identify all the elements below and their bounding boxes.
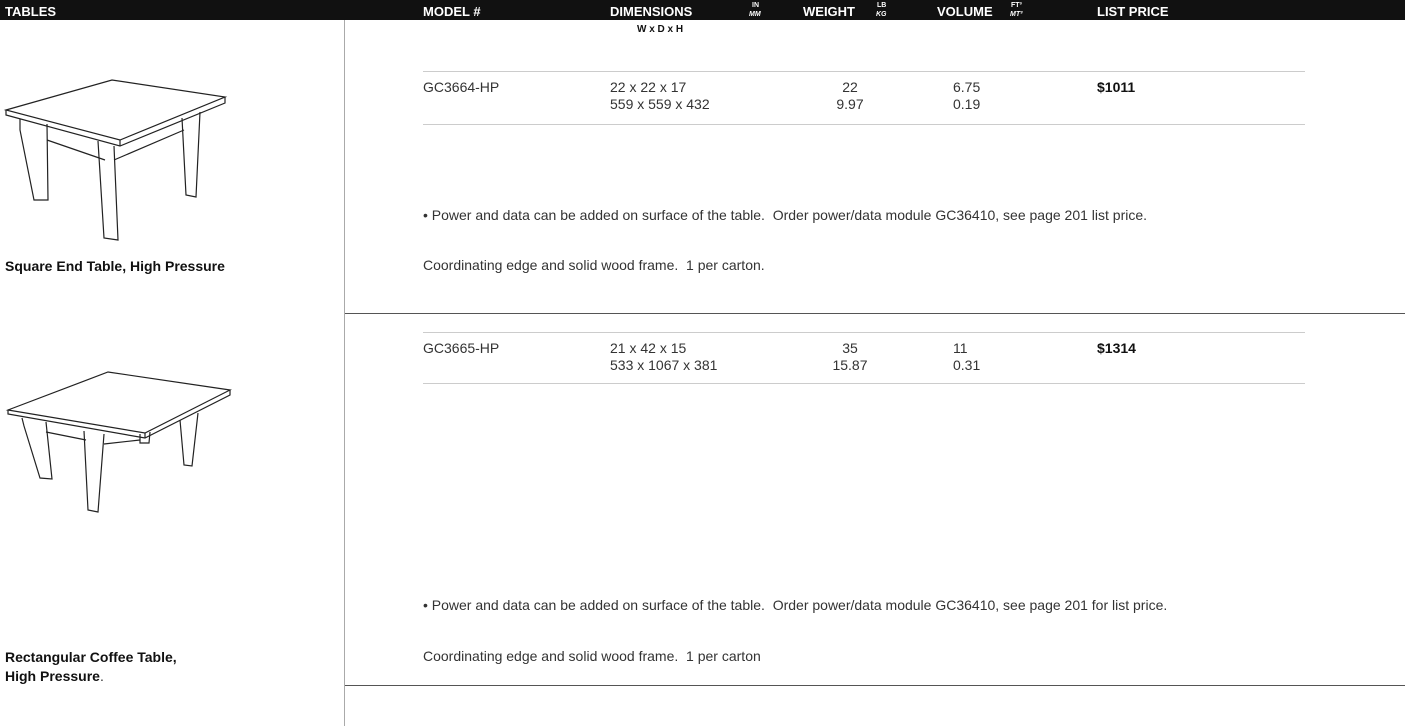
volume-mt: 0.19 xyxy=(953,96,981,112)
product-name: High Pressure xyxy=(5,668,100,684)
rectangular-table-drawing xyxy=(5,371,232,513)
weight-kg: 9.97 xyxy=(836,96,864,112)
unit: MT³ xyxy=(1010,11,1023,18)
column-divider xyxy=(344,20,345,726)
volume-mt: 0.31 xyxy=(953,357,981,373)
dimensions-heading: DIMENSIONS xyxy=(610,4,693,19)
model: GC3664-HP xyxy=(423,79,500,95)
product-name: Square End Table, High Pressure xyxy=(5,258,225,274)
volume-ft: 11 xyxy=(953,340,968,356)
unit: FT³ xyxy=(1011,2,1022,9)
model: GC3665-HP xyxy=(423,340,500,356)
section-line xyxy=(345,313,1405,314)
model-heading: MODEL # xyxy=(423,4,481,19)
dimensions-mm: 533 x 1067 x 381 xyxy=(610,357,718,373)
row-line xyxy=(423,71,1305,72)
description: Coordinating edge and solid wood frame. … xyxy=(423,257,765,273)
unit: IN xyxy=(752,2,759,9)
category-heading: TABLES xyxy=(5,4,57,19)
dimensions-in: 21 x 42 x 15 xyxy=(610,340,687,356)
product-name: Rectangular Coffee Table, xyxy=(5,649,177,665)
row-line xyxy=(423,332,1305,333)
product-name: . xyxy=(99,668,104,684)
price-heading: LIST PRICE xyxy=(1097,4,1169,19)
section-line xyxy=(345,685,1405,686)
unit: KG xyxy=(876,11,887,18)
volume-heading: VOLUME xyxy=(937,4,993,19)
weight-heading: WEIGHT xyxy=(803,4,855,19)
square-table-drawing xyxy=(3,79,228,241)
volume-ft: 6.75 xyxy=(953,79,981,95)
weight-lb: 22 xyxy=(842,79,858,95)
unit: MM xyxy=(749,11,761,18)
note: • Power and data can be added on surface… xyxy=(423,207,1148,223)
unit: LB xyxy=(877,2,887,9)
product-drawings xyxy=(3,79,232,513)
dimensions-order: W x D x H xyxy=(637,24,684,35)
row-line xyxy=(423,124,1305,125)
weight-lb: 35 xyxy=(842,340,858,356)
dimensions-in: 22 x 22 x 17 xyxy=(610,79,687,95)
header-bar: TABLES MODEL # DIMENSIONS IN MM WEIGHT L… xyxy=(0,0,1405,20)
price: $1314 xyxy=(1097,340,1136,356)
dimensions-mm: 559 x 559 x 432 xyxy=(610,96,710,112)
row-line xyxy=(423,383,1305,384)
price: $1011 xyxy=(1097,79,1136,95)
note: • Power and data can be added on surface… xyxy=(423,597,1168,613)
product-name: High Pressure. xyxy=(5,669,104,683)
description: Coordinating edge and solid wood frame. … xyxy=(423,648,761,664)
weight-kg: 15.87 xyxy=(832,357,868,373)
